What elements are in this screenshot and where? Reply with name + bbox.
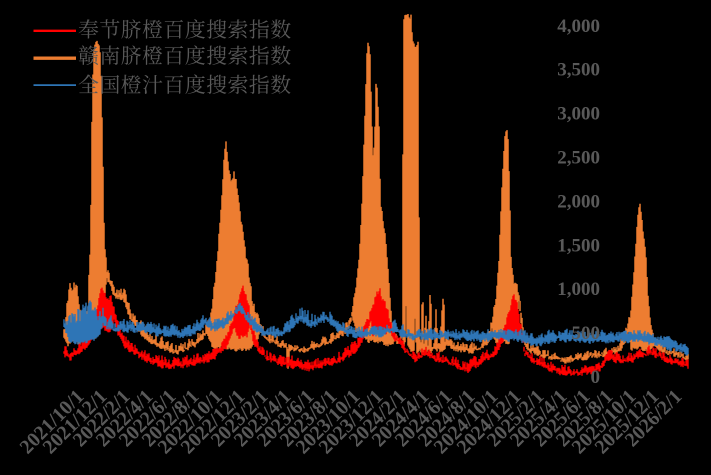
svg-text:3,000: 3,000 xyxy=(557,104,600,125)
svg-text:3,500: 3,500 xyxy=(557,60,600,81)
svg-text:1,000: 1,000 xyxy=(557,279,600,300)
svg-text:4,000: 4,000 xyxy=(557,16,600,37)
svg-text:1,500: 1,500 xyxy=(557,235,600,256)
svg-text:2,500: 2,500 xyxy=(557,148,600,169)
svg-text:500: 500 xyxy=(572,323,601,344)
svg-text:2,000: 2,000 xyxy=(557,191,600,212)
svg-text:0: 0 xyxy=(591,367,601,388)
